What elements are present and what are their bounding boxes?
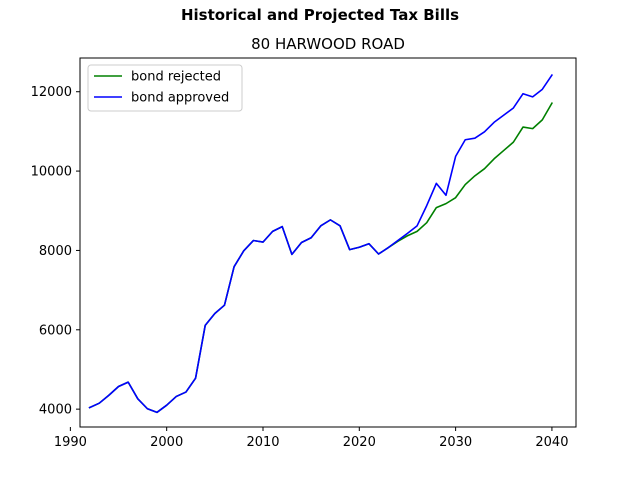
legend: bond rejected bond approved — [87, 64, 243, 112]
x-tick-label: 2030 — [439, 435, 472, 450]
y-tick-label: 6000 — [39, 323, 72, 338]
y-axis: 4000 6000 8000 10000 12000 — [31, 85, 80, 418]
series-line-1 — [88, 73, 554, 414]
y-tick-label: 10000 — [31, 165, 72, 180]
legend-label-0: bond rejected — [131, 70, 221, 85]
x-tick-label: 2020 — [343, 435, 376, 450]
x-tick-label: 2000 — [150, 435, 183, 450]
series-line-0 — [88, 102, 554, 414]
y-tick-label: 4000 — [39, 403, 72, 418]
x-tick-label: 2040 — [535, 435, 568, 450]
legend-label-1: bond approved — [131, 91, 229, 106]
axes-frame — [79, 57, 577, 428]
x-tick-label: 2010 — [246, 435, 279, 450]
x-axis: 1990 2000 2010 2020 2030 2040 — [54, 427, 568, 450]
chart-suptitle: Historical and Projected Tax Bills — [180, 6, 460, 24]
y-tick-label: 12000 — [31, 85, 72, 100]
legend-box — [87, 64, 243, 112]
axes-title: 80 HARWOOD ROAD — [251, 35, 405, 53]
y-tick-label: 8000 — [39, 244, 72, 259]
series-lines — [88, 73, 554, 414]
x-tick-label: 1990 — [54, 435, 87, 450]
